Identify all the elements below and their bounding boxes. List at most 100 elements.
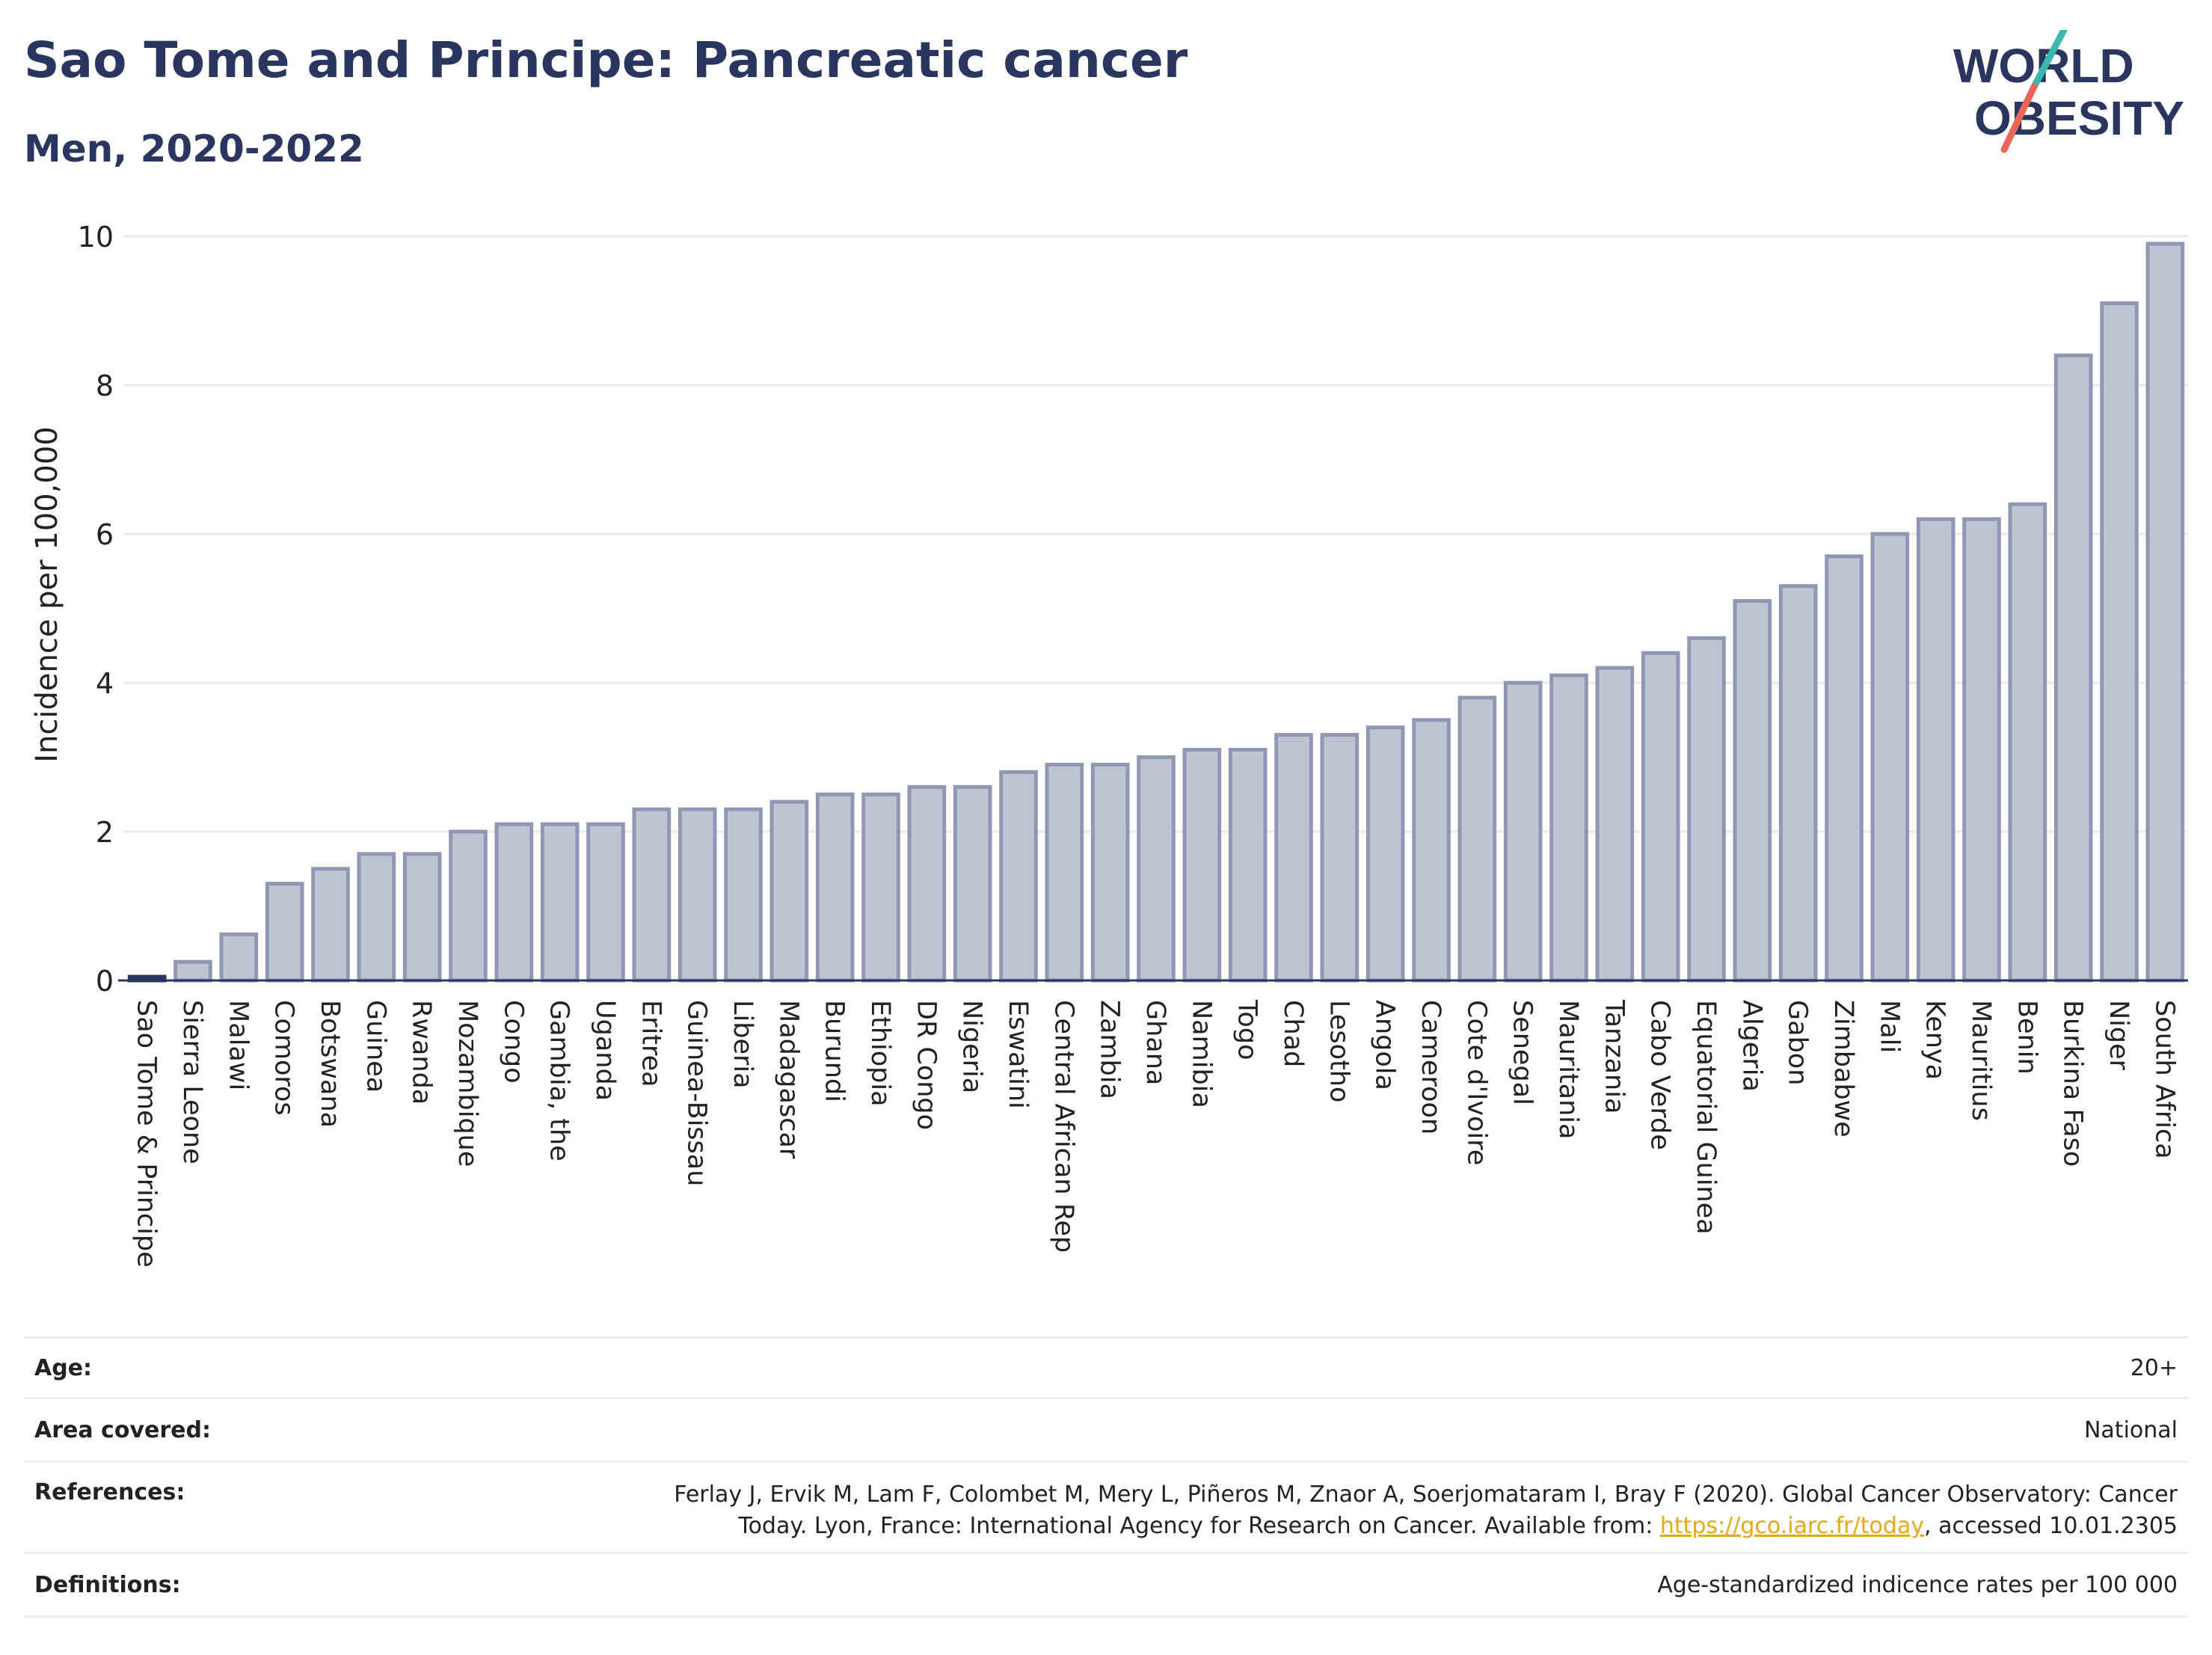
area-label: Area covered: <box>34 1416 211 1443</box>
definitions-value: Age-standardized indicence rates per 100… <box>1657 1571 2178 1598</box>
bar <box>724 807 763 983</box>
bar <box>1045 762 1084 983</box>
definitions-label: Definitions: <box>34 1571 181 1598</box>
bar <box>1870 532 1910 983</box>
bar <box>2053 353 2093 983</box>
x-tick-label: Burkina Faso <box>2058 1000 2088 1167</box>
bar <box>1320 733 1360 983</box>
meta-row-references: References: Ferlay J, Ervik M, Lam F, Co… <box>24 1461 2188 1552</box>
bar <box>1549 673 1588 983</box>
meta-row-definitions: Definitions: Age-standardized indicence … <box>24 1552 2188 1618</box>
references-line1: Ferlay J, Ervik M, Lam F, Colombet M, Me… <box>674 1481 2178 1508</box>
x-tick-label: Congo <box>498 1000 528 1084</box>
x-tick-label: Senegal <box>1508 1000 1537 1105</box>
references-line2-pre: Today. Lyon, France: International Agenc… <box>738 1513 1660 1539</box>
references-label: References: <box>34 1479 185 1505</box>
x-tick-label: Sierra Leone <box>177 1000 207 1164</box>
x-tick-label: Benin <box>2012 1000 2042 1075</box>
x-tick-label: Kenya <box>1920 1000 1950 1080</box>
bar <box>173 959 212 983</box>
area-value: National <box>2083 1416 2178 1443</box>
x-tick-label: Zimbabwe <box>1828 1000 1858 1137</box>
bar <box>907 784 947 983</box>
bar <box>1137 755 1176 983</box>
bar <box>861 792 900 983</box>
metadata-table: Age: 20+ Area covered: National Referenc… <box>24 1336 2188 1618</box>
x-tick-label: Uganda <box>590 1000 620 1101</box>
bars <box>127 242 2185 983</box>
y-tick-label: 6 <box>96 518 114 551</box>
x-tick-label: Botswana <box>315 1000 345 1128</box>
bar <box>1228 748 1268 983</box>
chart-title: Sao Tome and Principe: Pancreatic cancer <box>24 31 1188 89</box>
x-tick-label: Tanzania <box>1599 999 1629 1114</box>
x-tick-label: Niger <box>2104 1000 2133 1071</box>
x-tick-label: Liberia <box>728 1000 758 1089</box>
meta-row-age: Age: 20+ <box>24 1336 2188 1397</box>
x-tick-label: Namibia <box>1186 1000 1216 1108</box>
x-tick-label: Central African Rep <box>1048 1000 1078 1253</box>
logo-slash-teal <box>2030 30 2068 90</box>
x-tick-label: Comoros <box>269 1000 299 1116</box>
x-tick-label: Cote d'Ivoire <box>1461 1000 1491 1165</box>
age-label: Age: <box>34 1354 93 1381</box>
bar <box>953 784 992 983</box>
x-tick-label: Nigeria <box>957 1000 987 1093</box>
y-axis-label: Incidence per 100,000 <box>30 426 64 763</box>
bar <box>449 829 488 983</box>
bar <box>1778 584 1818 983</box>
bar <box>1733 599 1772 983</box>
x-tick-label: Eswatini <box>1003 1000 1033 1109</box>
y-tick-label: 4 <box>96 667 114 700</box>
bar <box>1182 748 1222 983</box>
bar <box>586 822 625 983</box>
bar <box>1825 554 1864 983</box>
x-tick-label: Sao Tome & Principe <box>132 1000 162 1268</box>
references-value: Ferlay J, Ervik M, Lam F, Colombet M, Me… <box>674 1479 2188 1552</box>
x-tick-label: Lesotho <box>1324 1000 1354 1102</box>
bar <box>1365 725 1405 983</box>
bar-chart: 0 2 4 6 8 10 Sao Tome & Principe Sierra Leone M… <box>30 221 2188 1268</box>
bar <box>1962 517 2001 983</box>
references-line2-post: , accessed 10.01.2305 <box>1924 1513 2178 1539</box>
bar <box>2008 502 2047 983</box>
y-tick-label: 0 <box>96 965 114 998</box>
bar <box>815 792 855 983</box>
y-tick-labels: 0 2 4 6 8 10 <box>78 221 114 998</box>
bar <box>769 799 809 983</box>
bar <box>2145 242 2185 983</box>
bar <box>1595 666 1635 983</box>
x-tick-labels: Sao Tome & Principe Sierra Leone Malawi Com… <box>132 999 2180 1268</box>
x-tick-label: Algeria <box>1736 1000 1766 1092</box>
bar <box>219 932 259 983</box>
x-tick-label: Guinea <box>360 1000 390 1093</box>
bar <box>402 852 442 983</box>
bar <box>632 807 672 983</box>
bar <box>311 867 350 983</box>
x-tick-label: Cabo Verde <box>1645 1000 1675 1150</box>
x-tick-label: Angola <box>1370 1000 1400 1090</box>
x-tick-label: Madagascar <box>773 1000 803 1159</box>
x-tick-label: Ghana <box>1140 1000 1170 1085</box>
references-link[interactable]: https://gco.iarc.fr/today <box>1659 1513 1925 1539</box>
bar <box>2100 301 2139 983</box>
x-tick-label: Cameroon <box>1416 1000 1446 1134</box>
x-tick-label: Burundi <box>820 1000 850 1102</box>
bar <box>1412 718 1451 983</box>
logo-slash-coral <box>2000 83 2038 153</box>
x-tick-label: Chad <box>1278 1000 1308 1067</box>
x-tick-label: Eritrea <box>636 1000 666 1087</box>
x-tick-label: Zambia <box>1095 1000 1125 1099</box>
bar <box>1274 733 1313 983</box>
bar <box>1916 517 1956 983</box>
x-tick-label: Guinea-Bissau <box>682 1000 712 1186</box>
x-tick-label: Mozambique <box>452 1000 482 1167</box>
bar <box>357 852 396 983</box>
x-tick-label: Mauritius <box>1966 1000 1996 1121</box>
bar <box>1457 696 1497 983</box>
bar <box>540 822 580 983</box>
age-value: 20+ <box>2130 1354 2178 1381</box>
meta-row-area: Area covered: National <box>24 1397 2188 1461</box>
world-obesity-logo: WORLD OBESITY <box>1953 30 2184 153</box>
chart-subtitle: Men, 2020-2022 <box>24 127 364 171</box>
